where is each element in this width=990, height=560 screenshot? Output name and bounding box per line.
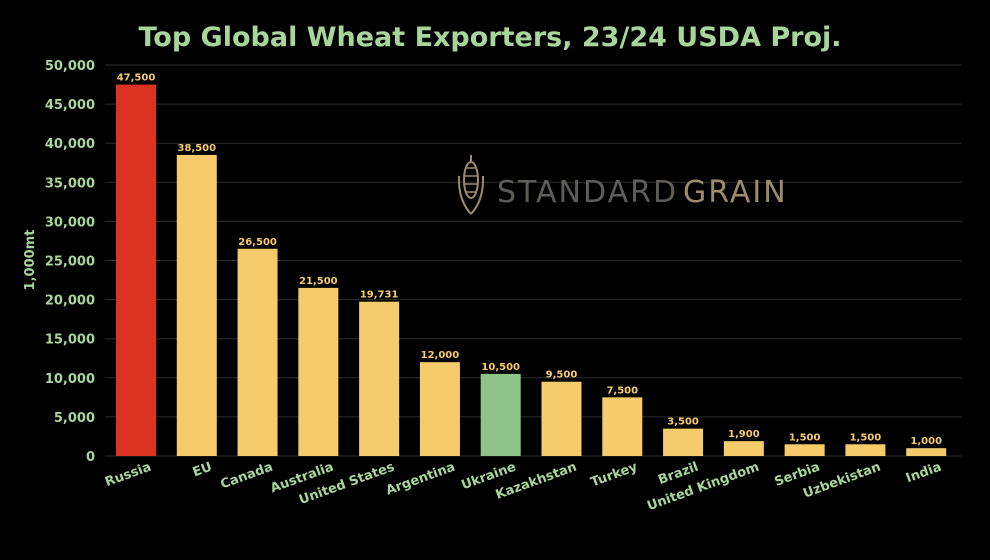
bar-united-kingdom: [723, 441, 764, 456]
bar-russia: [116, 84, 156, 457]
bar-eu: [176, 154, 217, 456]
y-tick-label: 40,000: [45, 137, 95, 152]
bar-uzbekistan: [845, 444, 886, 456]
y-tick-label: 20,000: [45, 294, 95, 309]
bar-argentina: [419, 362, 460, 456]
value-labels: 47,500 38,500 26,500 21,500 19,731 12,000 10,5…: [117, 73, 942, 448]
bar-canada: [237, 248, 278, 456]
x-tick-label: Russia: [103, 460, 153, 491]
chart-title: Top Global Wheat Exporters, 23/24 USDA P…: [138, 22, 841, 53]
bars: [116, 84, 947, 457]
x-tick-label: India: [904, 460, 944, 487]
value-label: 7,500: [606, 385, 638, 396]
value-label: 9,500: [546, 370, 578, 381]
x-tick-label: EU: [191, 460, 214, 481]
bar-australia: [298, 287, 339, 456]
bar-serbia: [784, 444, 825, 456]
bar-ukraine: [480, 373, 521, 456]
x-tick-label: Argentina: [384, 460, 457, 499]
y-tick-label: 15,000: [45, 333, 95, 348]
bar-india: [906, 448, 947, 456]
bar-kazakhstan: [541, 381, 582, 456]
y-tick-label: 45,000: [45, 98, 95, 113]
bar-turkey: [602, 397, 643, 456]
value-label: 12,000: [421, 350, 460, 361]
value-label: 21,500: [299, 276, 338, 287]
value-label: 47,500: [117, 73, 156, 84]
grid-lines: [105, 64, 962, 457]
bar-united-states: [359, 301, 400, 456]
y-tick-label: 0: [86, 450, 95, 465]
corn-icon: [457, 155, 485, 215]
value-label: 1,500: [850, 432, 882, 443]
bar-brazil: [663, 428, 704, 456]
y-axis-label: 1,000mt: [23, 230, 38, 291]
value-label: 38,500: [177, 143, 216, 154]
y-tick-label: 50,000: [45, 59, 95, 74]
y-tick-label: 25,000: [45, 255, 95, 270]
value-label: 10,500: [481, 362, 520, 373]
y-tick-label: 35,000: [45, 176, 95, 191]
corn-husk-right: [470, 175, 485, 215]
y-tick-label: 10,000: [45, 372, 95, 387]
value-label: 1,500: [789, 432, 821, 443]
watermark-grain: GRAIN: [683, 175, 788, 210]
y-tick-label: 5,000: [54, 411, 95, 426]
x-tick-label: Turkey: [589, 459, 640, 490]
value-label: 26,500: [238, 237, 277, 248]
corn-husk-left: [457, 175, 472, 215]
x-tick-label: Canada: [219, 460, 275, 493]
watermark: STANDARD GRAIN: [457, 155, 788, 215]
value-label: 1,900: [728, 429, 760, 440]
value-label: 19,731: [360, 290, 399, 301]
value-label: 3,500: [667, 417, 699, 428]
value-label: 1,000: [910, 436, 942, 447]
watermark-standard: STANDARD: [497, 175, 678, 210]
y-tick-label: 30,000: [45, 215, 95, 230]
y-axis-ticks: 0 5,000 10,000 15,000 20,000 25,000 30,000 35,0…: [45, 59, 95, 465]
